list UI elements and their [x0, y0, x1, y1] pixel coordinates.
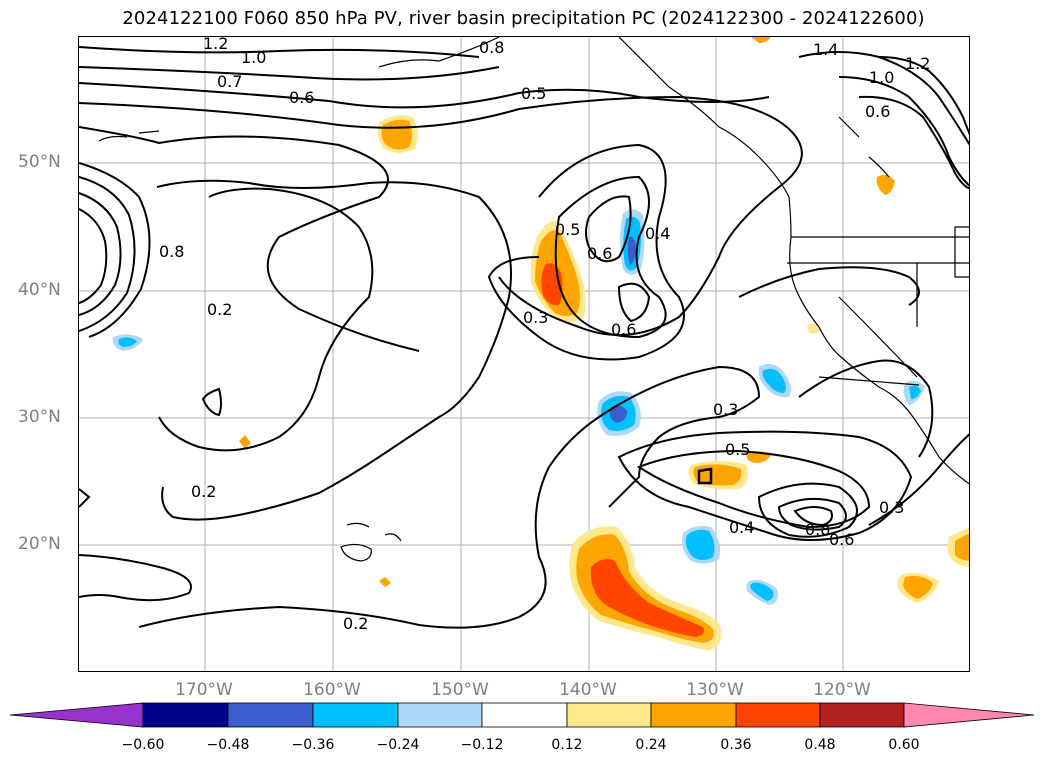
- lon-label-150w: 150°W: [431, 680, 489, 700]
- map-title: 2024122100 F060 850 hPa PV, river basin …: [122, 8, 925, 29]
- contour-label: 0.6: [611, 320, 636, 339]
- colorbar-segment: [650, 702, 737, 728]
- contour-label: 0.8: [159, 242, 184, 261]
- colorbar-segment: [397, 702, 483, 728]
- contour-label: 0.7: [217, 72, 242, 91]
- contour-label: 0.6: [587, 244, 612, 263]
- colorbar-tick-label: −0.36: [291, 737, 335, 753]
- lon-label-140w: 140°W: [559, 680, 617, 700]
- colorbar-segment: [227, 702, 314, 728]
- colorbar-tick-label: −0.60: [121, 737, 165, 753]
- contour-label: 0.2: [343, 614, 368, 633]
- lat-label-40n: 40°N: [18, 280, 61, 300]
- contour-label: 0.6: [865, 102, 890, 121]
- lat-label-20n: 20°N: [18, 534, 61, 554]
- graticule: [79, 37, 969, 671]
- contour-label: 0.6: [829, 530, 854, 549]
- colorbar-tick-label: −0.48: [206, 737, 250, 753]
- lat-label-50n: 50°N: [18, 152, 61, 172]
- contour-label: 0.6: [289, 88, 314, 107]
- colorbar-segment: [819, 702, 905, 728]
- pv-contours: [79, 46, 969, 629]
- lon-label-170w: 170°W: [175, 680, 233, 700]
- colorbar-tick-label: 0.24: [635, 737, 667, 753]
- lon-label-130w: 130°W: [686, 680, 744, 700]
- colorbar-tick-label: 0.12: [551, 737, 583, 753]
- contour-label: 0.2: [191, 482, 216, 501]
- contour-label: 0.5: [555, 220, 580, 239]
- colorbar-tick-label: 0.60: [888, 737, 920, 753]
- contour-label: 0.5: [725, 440, 750, 459]
- contour-label: 0.3: [523, 308, 548, 327]
- contour-label: 1.2: [905, 54, 930, 73]
- colorbar-extend-high: [903, 702, 1035, 728]
- contour-label: 0.3: [879, 498, 904, 517]
- lon-label-120w: 120°W: [813, 680, 871, 700]
- lat-label-30n: 30°N: [18, 407, 61, 427]
- map-panel: 1.2 1.0 0.7 0.6 0.8 0.5 1.4 1.2 1.0 0.6 …: [78, 36, 970, 672]
- contour-label: 0.3: [713, 400, 738, 419]
- contour-label: 1.2: [203, 37, 228, 53]
- colorbar-tick-label: 0.48: [804, 737, 836, 753]
- colorbar-segment: [312, 702, 399, 728]
- contour-label: 1.0: [869, 68, 894, 87]
- coastlines: [98, 37, 969, 562]
- contour-label: 1.0: [241, 48, 266, 67]
- contour-label: 0.4: [729, 518, 754, 537]
- lon-label-160w: 160°W: [303, 680, 361, 700]
- contour-labels: 1.2 1.0 0.7 0.6 0.8 0.5 1.4 1.2 1.0 0.6 …: [159, 37, 930, 633]
- contour-label: 0.8: [805, 520, 830, 539]
- colorbar: [9, 702, 1036, 732]
- colorbar-segment: [481, 702, 568, 728]
- contour-label: 0.5: [521, 84, 546, 103]
- colorbar-segment: [735, 702, 821, 728]
- colorbar-segment: [566, 702, 652, 728]
- precip-shading: [112, 37, 969, 651]
- colorbar-extend-low: [9, 702, 144, 728]
- contour-label: 0.8: [479, 38, 504, 57]
- colorbar-tick-label: −0.24: [376, 737, 420, 753]
- colorbar-segment: [142, 702, 229, 728]
- colorbar-tick-label: 0.36: [720, 737, 752, 753]
- colorbar-segments: [9, 702, 1035, 728]
- contour-label: 0.2: [207, 300, 232, 319]
- contour-label: 0.4: [645, 224, 670, 243]
- colorbar-tick-label: −0.12: [460, 737, 504, 753]
- contour-label: 1.4: [813, 40, 838, 59]
